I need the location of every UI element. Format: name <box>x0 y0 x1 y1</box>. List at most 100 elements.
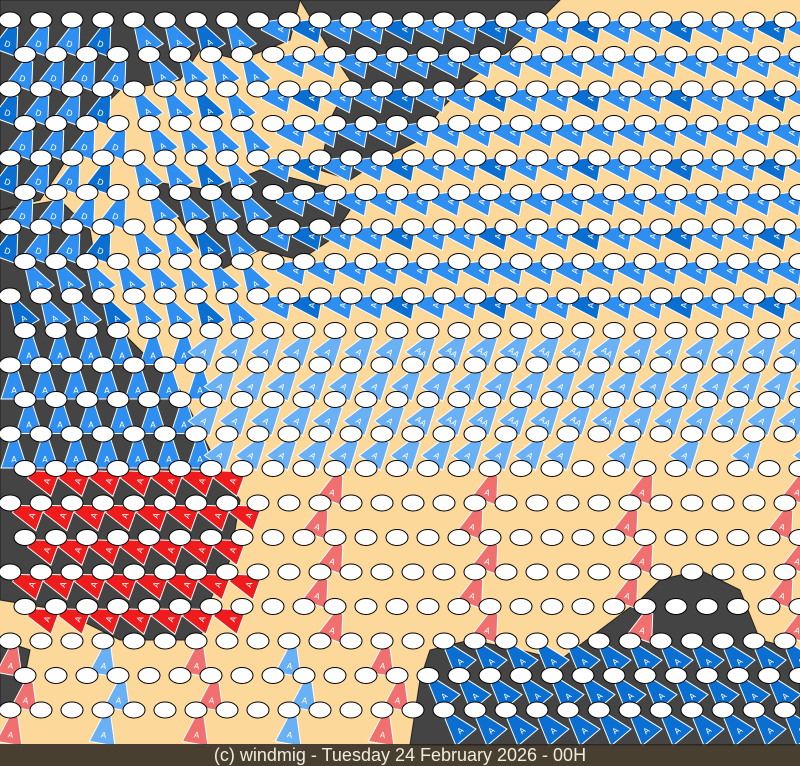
wind-marker[interactable]: A <box>75 460 123 498</box>
wind-marker[interactable] <box>416 460 440 477</box>
wind-marker[interactable]: A <box>199 184 242 231</box>
wind-marker[interactable] <box>29 701 53 719</box>
wind-marker[interactable] <box>292 460 316 477</box>
wind-marker[interactable] <box>587 563 611 581</box>
wind-marker[interactable]: D <box>37 115 72 161</box>
wind-marker[interactable] <box>711 494 735 512</box>
wind-marker[interactable]: AA <box>497 391 535 437</box>
wind-marker[interactable]: A <box>13 598 61 636</box>
wind-marker[interactable]: A <box>230 46 273 93</box>
wind-marker[interactable]: A <box>513 425 551 472</box>
wind-marker[interactable] <box>60 701 84 719</box>
wind-marker[interactable] <box>168 667 192 684</box>
wind-marker[interactable]: A <box>75 529 123 567</box>
wind-marker[interactable]: AA <box>435 391 473 437</box>
wind-marker[interactable] <box>261 598 285 615</box>
wind-marker[interactable]: A <box>649 149 696 183</box>
wind-marker[interactable] <box>664 529 688 546</box>
wind-marker[interactable]: A <box>168 46 211 93</box>
wind-marker[interactable]: A <box>773 632 800 678</box>
wind-marker[interactable] <box>75 667 99 684</box>
wind-marker[interactable]: A <box>168 253 211 300</box>
wind-marker[interactable] <box>711 563 735 581</box>
wind-marker[interactable]: A <box>478 667 523 713</box>
wind-marker[interactable] <box>292 598 316 615</box>
wind-marker[interactable] <box>277 563 301 581</box>
wind-marker[interactable]: A <box>513 356 551 403</box>
wind-marker[interactable]: A <box>280 322 318 368</box>
wind-marker[interactable]: A <box>571 667 616 713</box>
wind-marker[interactable] <box>587 494 611 512</box>
wind-marker[interactable]: A <box>249 322 287 368</box>
wind-marker[interactable]: A <box>602 667 647 713</box>
wind-marker[interactable]: A <box>432 632 477 678</box>
wind-marker[interactable] <box>757 460 781 477</box>
wind-marker[interactable] <box>447 460 471 477</box>
wind-marker[interactable]: A <box>137 460 185 498</box>
wind-marker[interactable]: A <box>544 356 582 403</box>
wind-marker[interactable] <box>137 667 161 684</box>
wind-marker[interactable] <box>385 529 409 546</box>
wind-marker[interactable]: A <box>606 356 644 403</box>
wind-marker[interactable]: A <box>714 391 752 437</box>
wind-marker[interactable] <box>215 632 239 650</box>
wind-marker[interactable]: A <box>265 356 303 403</box>
wind-marker[interactable]: A <box>342 322 380 368</box>
wind-marker[interactable]: A <box>106 598 154 636</box>
wind-marker[interactable] <box>153 701 177 719</box>
wind-marker[interactable]: A <box>327 425 365 472</box>
wind-marker[interactable]: A <box>773 701 800 747</box>
wind-marker[interactable] <box>447 598 471 615</box>
wind-marker[interactable]: AA <box>590 322 628 368</box>
wind-marker[interactable]: A <box>420 425 458 472</box>
wind-marker[interactable] <box>602 598 626 615</box>
wind-marker[interactable]: A <box>265 425 303 472</box>
wind-marker[interactable]: A <box>274 632 305 678</box>
wind-marker[interactable] <box>230 460 254 477</box>
wind-marker[interactable]: A <box>88 632 119 678</box>
wind-marker[interactable] <box>525 563 549 581</box>
wind-marker[interactable] <box>354 598 378 615</box>
wind-marker[interactable]: AA <box>559 391 597 437</box>
wind-marker[interactable]: A <box>451 356 489 403</box>
wind-marker[interactable]: A <box>556 632 601 678</box>
wind-marker[interactable]: A <box>311 391 349 437</box>
wind-marker[interactable] <box>230 529 254 546</box>
wind-marker[interactable]: A <box>230 115 273 162</box>
wind-marker[interactable]: A <box>382 667 413 712</box>
wind-marker[interactable]: A <box>637 356 675 403</box>
wind-marker[interactable]: A <box>556 287 603 321</box>
wind-marker[interactable] <box>773 425 797 443</box>
wind-marker[interactable]: A <box>88 701 119 747</box>
wind-marker[interactable]: D <box>22 11 57 58</box>
wind-marker[interactable]: A <box>44 253 87 300</box>
wind-marker[interactable] <box>416 529 440 546</box>
wind-marker[interactable] <box>122 632 146 650</box>
wind-marker[interactable]: A <box>0 632 27 678</box>
wind-marker[interactable] <box>308 632 332 650</box>
wind-marker[interactable]: A <box>106 322 136 365</box>
wind-marker[interactable]: A <box>482 425 520 472</box>
wind-marker[interactable] <box>447 529 471 546</box>
wind-marker[interactable]: A <box>451 425 489 472</box>
wind-marker[interactable]: A <box>649 632 694 678</box>
wind-marker[interactable]: A <box>745 391 783 437</box>
wind-marker[interactable] <box>230 598 254 615</box>
wind-marker[interactable] <box>339 701 363 719</box>
wind-marker[interactable]: AA <box>466 322 504 368</box>
wind-marker[interactable]: A <box>274 701 305 747</box>
wind-marker[interactable] <box>757 598 781 615</box>
wind-marker[interactable] <box>246 632 270 650</box>
wind-marker[interactable]: A <box>788 115 800 148</box>
wind-marker[interactable]: A <box>215 563 263 601</box>
wind-marker[interactable]: A <box>401 287 448 321</box>
wind-marker[interactable]: A <box>13 391 43 434</box>
wind-marker[interactable]: A <box>0 563 46 601</box>
wind-marker[interactable]: A <box>416 667 461 713</box>
wind-marker[interactable] <box>649 563 673 581</box>
wind-marker[interactable]: AA <box>404 391 442 437</box>
wind-marker[interactable]: A <box>199 46 242 93</box>
wind-marker[interactable] <box>587 425 611 443</box>
wind-marker[interactable]: A <box>199 598 247 636</box>
